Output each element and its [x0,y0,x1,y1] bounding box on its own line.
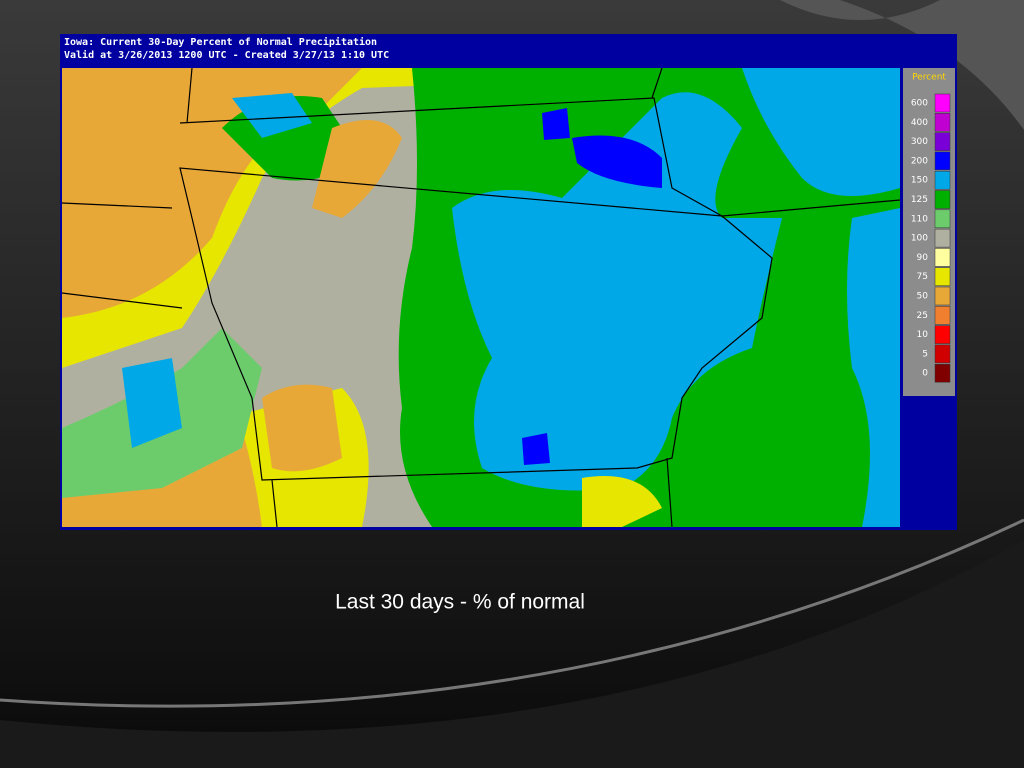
legend-swatch [934,325,951,344]
legend-label: 125 [911,195,928,205]
region [572,135,662,188]
legend-label: 600 [911,99,928,109]
region [262,384,342,472]
state-borders [62,68,900,527]
region [232,93,312,138]
legend-label: 400 [911,118,928,128]
legend-swatch [934,344,951,364]
map-subtitle: Valid at 3/26/2013 1200 UTC - Created 3/… [64,49,389,61]
region [742,68,900,196]
map-title: Iowa: Current 30-Day Percent of Normal P… [64,36,377,48]
region [122,358,182,448]
decor [780,0,1024,130]
legend-label: 110 [911,214,928,224]
legend-swatch [934,267,951,286]
legend-swatch [934,132,951,151]
legend-label: 10 [917,330,929,340]
legend-label: 300 [911,137,928,147]
legend-swatch [934,228,951,248]
legend-label: 50 [917,292,929,302]
legend-swatch [934,306,951,325]
legend-label: 100 [911,234,928,244]
decor [0,518,1024,708]
region [522,433,550,465]
region [542,108,570,140]
region [582,476,662,527]
map [62,68,900,527]
legend-swatch [934,209,951,229]
region [847,208,900,527]
legend-label: 75 [917,272,928,282]
legend-label: 25 [917,311,928,321]
legend-swatch [934,93,951,113]
legend-title: Percent [912,73,946,83]
legend-swatch [934,151,951,171]
decor [0,540,1024,768]
legend-swatch [934,190,951,209]
caption: Last 30 days - % of normal [335,591,585,614]
legend-swatch [934,248,951,267]
legend-swatch [934,113,951,132]
region [312,120,402,218]
legend-label: 200 [911,156,928,166]
legend-label: 0 [922,369,928,379]
region [452,92,782,491]
legend-label: 150 [911,176,928,186]
legend-swatch [934,286,951,306]
map-image: Iowa: Current 30-Day Percent of Normal P… [60,34,957,530]
legend-swatch [934,170,951,190]
legend-swatch [934,363,951,383]
legend-label: 5 [922,349,928,359]
legend-label: 90 [917,253,929,263]
